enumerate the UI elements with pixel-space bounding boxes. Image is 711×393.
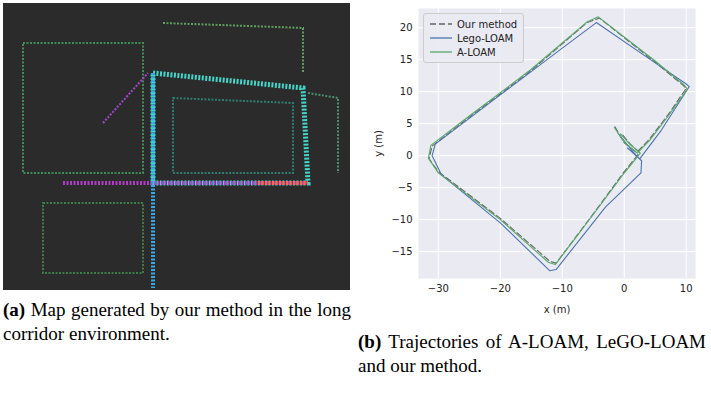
html-text:Our method: Our method: [457, 18, 518, 30]
html-text:A-LOAM: A-LOAM: [457, 46, 496, 58]
svg-text:10: 10: [400, 86, 413, 97]
svg-text:−30: −30: [428, 283, 449, 294]
html-text:(a) Map generated by our metho: (a) Map generated by our method in the l…: [3, 299, 351, 344]
svg-text:15: 15: [400, 54, 413, 65]
svg-text:−15: −15: [391, 246, 412, 257]
html-text:(b) Trajectories of A-LOAM, Le: (b) Trajectories of A-LOAM, LeGO-LOAM an…: [358, 331, 706, 376]
svg-text:y (m): y (m): [373, 130, 384, 157]
svg-text:10: 10: [680, 283, 693, 294]
svg-text:−10: −10: [552, 283, 573, 294]
svg-text:−10: −10: [391, 214, 412, 225]
svg-text:0: 0: [621, 283, 627, 294]
html-text:Lego-LOAM: Lego-LOAM: [457, 32, 514, 44]
svg-text:−5: −5: [398, 182, 413, 193]
svg-text:−20: −20: [490, 283, 511, 294]
svg-text:0: 0: [406, 150, 412, 161]
svg-text:x (m): x (m): [544, 304, 571, 315]
svg-text:20: 20: [400, 22, 413, 33]
svg-text:5: 5: [406, 118, 412, 129]
